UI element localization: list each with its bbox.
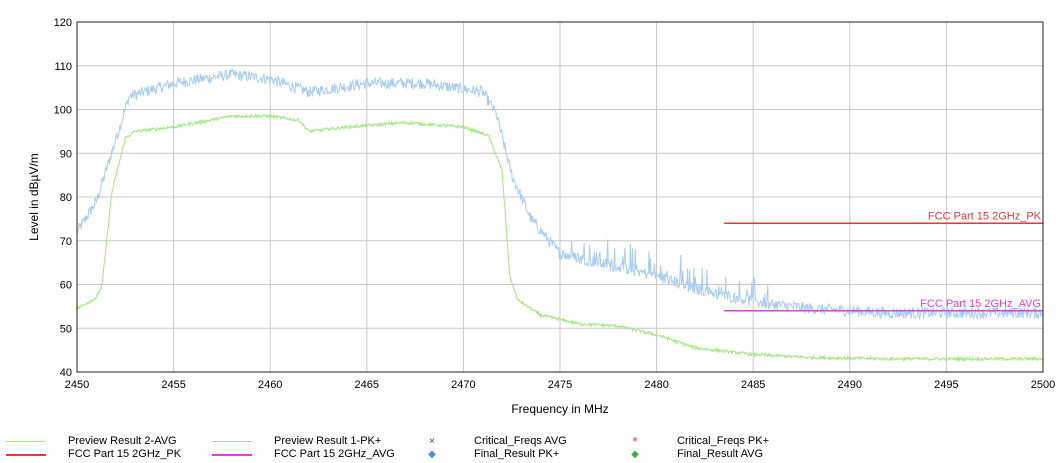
y-tick-label: 70 bbox=[60, 236, 72, 248]
x-tick-label: 2500 bbox=[1031, 379, 1055, 391]
plot-frame bbox=[76, 21, 1044, 373]
x-marker-icon: × bbox=[429, 436, 435, 447]
limit-line-label: FCC Part 15 2GHz_PK bbox=[928, 210, 1042, 222]
legend-label: Preview Result 2-AVG bbox=[68, 435, 177, 447]
x-tick-label: 2495 bbox=[934, 379, 958, 391]
legend-swatch bbox=[6, 441, 46, 442]
x-tick-label: 2485 bbox=[741, 379, 765, 391]
legend-label: Final_Result AVG bbox=[677, 448, 764, 460]
legend-label: FCC Part 15 2GHz_PK bbox=[68, 448, 182, 460]
limit-line-label: FCC Part 15 2GHz_AVG bbox=[920, 298, 1041, 310]
y-tick-label: 40 bbox=[60, 367, 72, 379]
y-tick-label: 90 bbox=[60, 148, 72, 160]
series-layer bbox=[76, 68, 1044, 363]
y-tick-label: 110 bbox=[54, 61, 72, 73]
x-tick-label: 2450 bbox=[65, 379, 89, 391]
y-tick-label: 120 bbox=[54, 17, 72, 29]
diamond-marker-icon: ◆ bbox=[428, 449, 436, 460]
x-tick-label: 2470 bbox=[451, 379, 475, 391]
x-tick-label: 2475 bbox=[548, 379, 572, 391]
x-tick-label: 2465 bbox=[355, 379, 379, 391]
series-line-2 bbox=[76, 112, 1044, 363]
x-axis-title: Frequency in MHz bbox=[511, 402, 608, 416]
diamond-marker-icon: ◆ bbox=[631, 449, 639, 460]
x-tick-label: 2455 bbox=[161, 379, 185, 391]
y-tick-label: 60 bbox=[60, 280, 72, 292]
series-line-1 bbox=[76, 68, 1044, 321]
tick-labels: 40 50 60 70 80 90 100 110 120 2450 2455 2460 2465 247… bbox=[54, 17, 1056, 391]
grid bbox=[76, 21, 1044, 373]
legend: Preview Result 2-AVG Preview Result 1-PK… bbox=[0, 432, 1056, 463]
legend-label: Critical_Freqs AVG bbox=[474, 435, 567, 447]
y-tick-label: 100 bbox=[54, 105, 72, 117]
x-tick-label: 2460 bbox=[258, 379, 282, 391]
x-tick-label: 2480 bbox=[644, 379, 668, 391]
legend-label: Preview Result 1-PK+ bbox=[274, 435, 382, 447]
limit-lines: FCC Part 15 2GHz_PK FCC Part 15 2GHz_AVG bbox=[724, 210, 1043, 312]
y-tick-label: 80 bbox=[60, 192, 72, 204]
legend-label: Final_Result PK+ bbox=[474, 448, 560, 460]
x-tick-label: 2490 bbox=[838, 379, 862, 391]
y-tick-label: 50 bbox=[60, 323, 72, 335]
legend-swatch bbox=[212, 454, 252, 456]
legend-label: FCC Part 15 2GHz_AVG bbox=[274, 448, 395, 460]
y-axis-title: Level in dBµV/m bbox=[27, 153, 41, 241]
legend-label: Critical_Freqs PK+ bbox=[677, 435, 770, 447]
star-marker-icon: * bbox=[632, 434, 638, 449]
legend-swatch bbox=[212, 441, 252, 442]
legend-swatch bbox=[6, 454, 46, 456]
